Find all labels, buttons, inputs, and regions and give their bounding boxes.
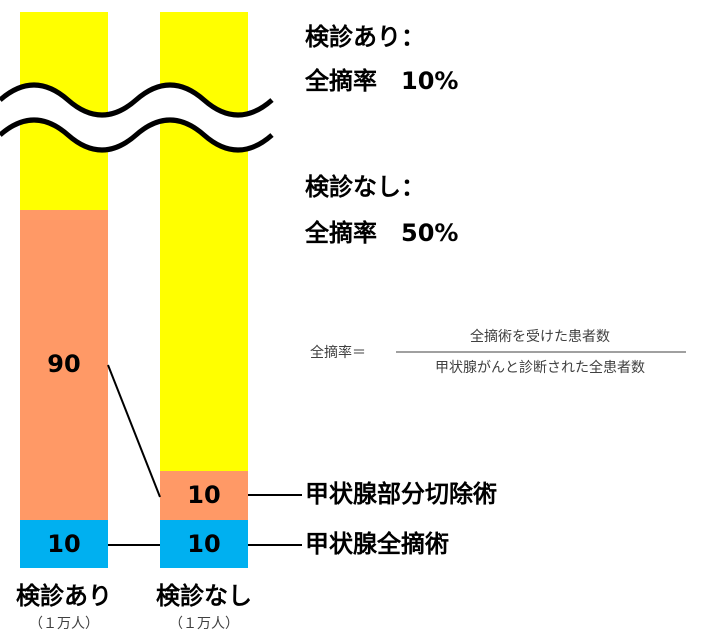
connector [107, 364, 161, 498]
formula-lhs: 全摘率＝ [310, 344, 366, 361]
bar-partial [160, 471, 248, 520]
bar-rest [160, 12, 248, 471]
total-value: 10 [47, 530, 80, 558]
note-title: 検診あり： [305, 23, 425, 51]
bar-label: 検診なし [156, 582, 252, 610]
bar-unit: （１万人） [169, 616, 239, 632]
bar-total [20, 520, 108, 568]
legend-label: 甲状腺全摘術 [305, 530, 449, 558]
note-rate: 全摘率 10% [304, 67, 458, 95]
break-line [0, 117, 274, 153]
note-title: 検診なし： [305, 173, 425, 201]
note-rate: 全摘率 50% [304, 219, 458, 247]
formula-numerator: 全摘術を受けた患者数 [470, 328, 610, 345]
legend-label: 甲状腺部分切除術 [305, 480, 497, 508]
formula-denominator: 甲状腺がんと診断された全患者数 [435, 359, 645, 376]
break-line [0, 82, 274, 118]
bar-partial [20, 210, 108, 520]
partial-value: 10 [187, 481, 220, 509]
bar-total [160, 520, 248, 568]
bar-unit: （１万人） [29, 616, 99, 632]
total-value: 10 [187, 530, 220, 558]
bar-label: 検診あり [16, 582, 112, 610]
partial-value: 90 [47, 350, 80, 378]
